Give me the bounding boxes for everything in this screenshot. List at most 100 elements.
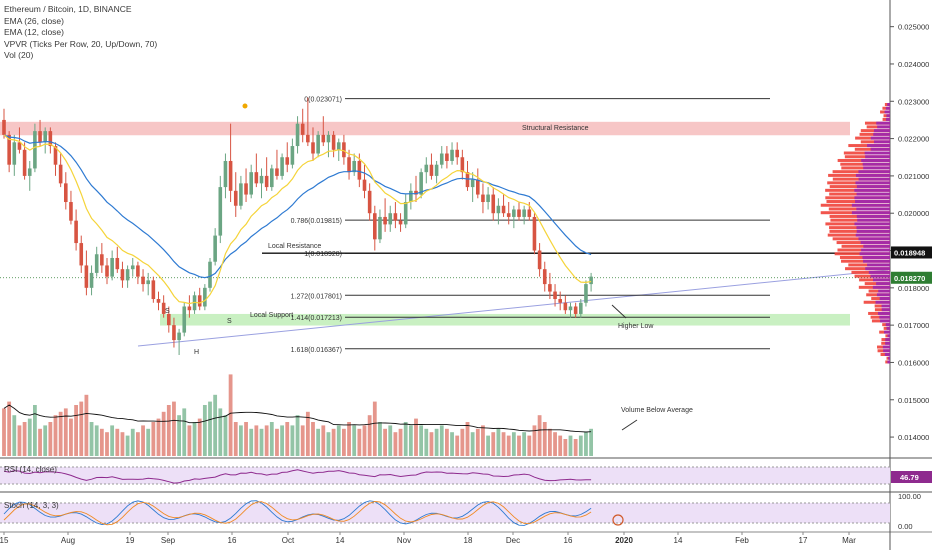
candle	[239, 183, 243, 205]
volume-bar	[352, 425, 356, 456]
candle	[558, 299, 562, 303]
volume-bar	[538, 415, 542, 456]
vpvr-bar-up	[854, 222, 890, 225]
volume-bar	[301, 425, 305, 456]
stoch-pane-label[interactable]: Stoch (14, 3, 3)	[4, 501, 59, 510]
volume-bar	[208, 402, 212, 456]
volume-bar	[229, 374, 233, 456]
candle	[553, 292, 557, 299]
vpvr-bar-up	[884, 331, 890, 334]
vpvr-bar-up	[874, 129, 890, 132]
candle	[146, 280, 150, 284]
vpvr-bar-up	[877, 293, 890, 296]
volume-bar	[18, 425, 22, 456]
time-tick-label: 18	[464, 536, 473, 545]
fib-level-label: 1.618(0.016367)	[291, 347, 342, 354]
volume-bar	[455, 436, 459, 456]
vpvr-bar-up	[871, 148, 890, 151]
candle	[394, 213, 398, 220]
volume-bar	[23, 422, 27, 456]
candle	[316, 135, 320, 154]
candle	[291, 146, 295, 165]
candle	[533, 217, 537, 251]
candle	[507, 213, 511, 217]
vpvr-bar-up	[863, 163, 890, 166]
candle	[528, 209, 532, 216]
candle	[430, 165, 434, 176]
volume-bar	[321, 425, 325, 456]
volume-bar	[419, 425, 423, 456]
volume-bar	[85, 395, 89, 456]
price-highlight-label: 0.018948	[894, 248, 925, 257]
candle	[131, 265, 135, 269]
legend-ema26[interactable]: EMA (26, close)	[4, 16, 157, 28]
time-tick-label: 14	[674, 536, 683, 545]
vpvr-bar-up	[886, 114, 890, 117]
time-tick-label: 2020	[615, 536, 633, 545]
candle	[280, 157, 284, 176]
time-tick-label: Nov	[397, 536, 411, 545]
volume-bar	[347, 422, 351, 456]
volume-bar	[507, 436, 511, 456]
higher-low-label: Higher Low	[618, 323, 654, 330]
candle	[476, 180, 480, 195]
fib-level-label: 0.786(0.019815)	[291, 218, 342, 225]
candle	[584, 284, 588, 303]
candle	[219, 187, 223, 236]
legend-ema12[interactable]: EMA (12, close)	[4, 27, 157, 39]
vpvr-bar-up	[858, 170, 890, 173]
vpvr-bar-up	[857, 219, 890, 222]
price-tick-label: 0.014000	[898, 433, 929, 442]
volume-bar	[38, 429, 42, 456]
volume-bar	[574, 439, 578, 456]
volume-bar	[486, 436, 490, 456]
volume-arrow	[622, 420, 637, 430]
volume-below-average-label: Volume Below Average	[621, 407, 693, 414]
vpvr-bar-up	[883, 349, 890, 352]
volume-bar	[151, 422, 155, 456]
legend-symbol[interactable]: Ethereum / Bitcoin, 1D, BINANCE	[4, 4, 157, 16]
time-tick-label: 16	[564, 536, 573, 545]
candle	[564, 303, 568, 310]
time-tick-label: Feb	[735, 536, 749, 545]
volume-bar	[548, 429, 552, 456]
candle	[301, 124, 305, 135]
candle	[203, 288, 207, 307]
volume-bar	[584, 432, 588, 456]
candle	[306, 135, 310, 142]
volume-bar	[460, 429, 464, 456]
candle	[28, 168, 32, 175]
vpvr-bar-up	[861, 159, 890, 162]
rsi-pane-label[interactable]: RSI (14, close)	[4, 465, 57, 474]
candle	[110, 258, 114, 277]
candle	[425, 165, 429, 172]
volume-bar	[363, 425, 367, 456]
vpvr-bar-up	[886, 323, 890, 326]
volume-bar	[424, 429, 428, 456]
candle	[548, 284, 552, 291]
vpvr-bar-up	[855, 181, 890, 184]
volume-bar	[146, 429, 150, 456]
candle	[116, 258, 120, 269]
legend-vpvr[interactable]: VPVR (Ticks Per Row, 20, Up/Down, 70)	[4, 39, 157, 51]
vpvr-bar-up	[852, 204, 890, 207]
candle	[455, 150, 459, 157]
chart-legend: Ethereum / Bitcoin, 1D, BINANCE EMA (26,…	[4, 4, 157, 62]
volume-bar	[435, 429, 439, 456]
volume-bar	[126, 436, 130, 456]
rsi-band	[0, 467, 890, 484]
vpvr-bar-up	[883, 346, 890, 349]
vpvr-bar-up	[856, 174, 890, 177]
volume-bar	[579, 436, 583, 456]
legend-vol[interactable]: Vol (20)	[4, 50, 157, 62]
candle	[141, 277, 145, 284]
vpvr-bar-up	[876, 301, 890, 304]
volume-bar	[275, 429, 279, 456]
vpvr-bar-up	[873, 278, 890, 281]
volume-bar	[48, 422, 52, 456]
candle	[285, 157, 289, 164]
volume-bar	[311, 422, 315, 456]
fib-level-label: 1.414(0.017213)	[291, 315, 342, 322]
candle	[249, 172, 253, 194]
